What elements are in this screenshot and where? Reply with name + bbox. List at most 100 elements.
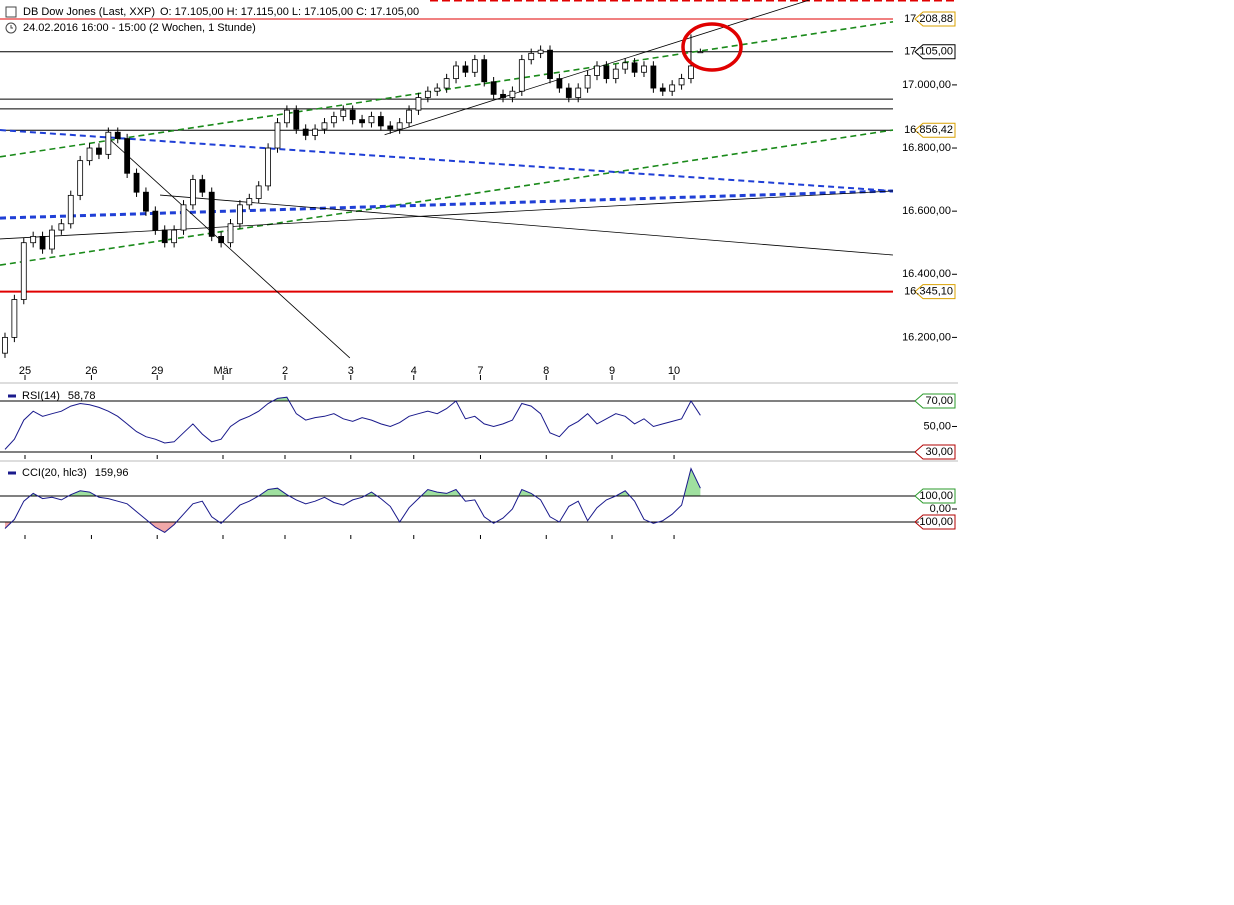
candle-body: [86, 147, 93, 162]
candle-body: [518, 59, 525, 92]
trendline: [0, 189, 894, 220]
candle-body: [349, 109, 356, 121]
candle-body: [584, 75, 591, 89]
candle-body: [387, 125, 394, 130]
candle-body: [641, 65, 647, 73]
level-label: 100,00: [919, 490, 953, 502]
subtitle: 24.02.2016 16:00 - 15:00 (2 Wochen, 1 St…: [23, 22, 256, 34]
candle-body: [612, 68, 619, 79]
candle-body: [180, 204, 187, 231]
level-tag: [914, 44, 956, 60]
x-tick-label: 4: [411, 365, 417, 377]
candle-body: [659, 87, 666, 92]
candle-body: [265, 147, 271, 187]
level-label: 70,00: [925, 395, 953, 407]
x-tick-label: 3: [348, 365, 354, 377]
candle-body: [114, 131, 121, 139]
candle-body: [368, 116, 375, 124]
candle-body: [669, 84, 676, 92]
candle-body: [340, 109, 347, 117]
y-tick-label: 16.400,00: [902, 268, 951, 280]
candle-body: [190, 179, 196, 206]
candle-body: [274, 122, 281, 149]
candle-body: [96, 147, 102, 155]
candle-body: [481, 59, 488, 83]
trendline: [0, 129, 894, 266]
clock-icon: [5, 22, 17, 34]
level-label: 17.105,00: [904, 46, 953, 58]
level-label: 16.856,42: [904, 124, 953, 136]
candle-body: [143, 191, 149, 212]
trendline: [0, 129, 894, 192]
candle-body: [11, 299, 18, 338]
candle-body: [218, 235, 225, 244]
candle-body: [697, 51, 704, 54]
trendline: [159, 194, 894, 256]
candle-body: [30, 235, 37, 244]
candle-body: [537, 49, 544, 54]
candle-body: [462, 65, 469, 73]
candle-body: [490, 81, 497, 95]
candle-body: [471, 59, 478, 73]
candle-body: [171, 229, 178, 244]
candle-body: [547, 49, 553, 79]
candle-body: [565, 87, 572, 98]
candle-body: [678, 78, 685, 86]
candle-body: [377, 116, 384, 127]
x-tick-label: 7: [477, 365, 483, 377]
level-tag: [914, 11, 956, 27]
candle-body: [208, 191, 215, 237]
candle-body: [67, 194, 74, 225]
candle-body: [434, 87, 441, 92]
candle-body: [199, 179, 206, 193]
level-label: 16.345,10: [904, 286, 953, 298]
candle-body: [237, 204, 243, 225]
instrument-icon[interactable]: [5, 6, 17, 18]
candle-body: [161, 229, 168, 244]
level-tag: [914, 514, 956, 530]
candle-body: [20, 242, 27, 300]
x-tick-label: Mär: [214, 365, 233, 377]
indicator-line: [4, 396, 701, 450]
current-value: 159,96: [95, 467, 129, 479]
candle-body: [406, 109, 412, 124]
x-tick-label: 10: [668, 365, 680, 377]
candle-body: [283, 109, 290, 124]
candle-body: [124, 138, 131, 174]
candle-body: [246, 198, 253, 206]
candle-body: [302, 128, 309, 136]
x-tick-label: 8: [543, 365, 549, 377]
legend-swatch: [8, 394, 16, 398]
candle-body: [556, 78, 563, 89]
level-tag: [914, 284, 956, 300]
candle-body: [594, 65, 600, 76]
candle-body: [631, 62, 638, 73]
candle-body: [77, 160, 84, 196]
candle-body: [500, 93, 506, 98]
candle-body: [152, 210, 159, 231]
candle-body: [58, 223, 65, 231]
candle-body: [2, 336, 8, 354]
level-tag: [914, 393, 956, 409]
clock-hand: [10, 25, 13, 29]
candle-body: [227, 223, 234, 244]
y-tick-label: 0,00: [930, 503, 951, 515]
candle-body: [49, 229, 55, 250]
indicator-line: [4, 467, 701, 534]
candle-body: [312, 128, 318, 136]
candle-body: [321, 122, 328, 130]
x-tick-label: 26: [85, 365, 97, 377]
current-value: 58,78: [68, 390, 96, 402]
candle-body: [650, 65, 657, 89]
level-tag: [914, 488, 956, 504]
candle-body: [603, 65, 610, 79]
candle-body: [443, 78, 450, 89]
candle-body: [293, 109, 300, 130]
candle-body: [415, 97, 422, 111]
candle-body: [396, 122, 403, 130]
level-tag: [914, 444, 956, 460]
candle-body: [528, 52, 535, 61]
candle-body: [453, 65, 459, 79]
y-tick-label: 16.600,00: [902, 205, 951, 217]
